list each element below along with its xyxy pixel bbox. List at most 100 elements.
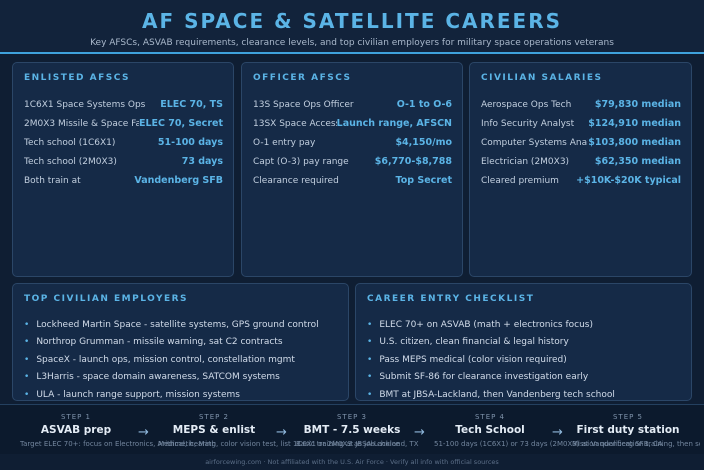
card-title: ENLISTED AFSCS — [24, 73, 130, 83]
info-row: Info Security Analyst $124,910 median — [481, 114, 681, 133]
row-value: +$10K-$20K typical — [576, 175, 681, 186]
bullet-icon: • — [367, 372, 373, 383]
step-detail: 51-100 days (1C6X1) or 73 days (2M0X3) a… — [434, 440, 663, 448]
top-employers-card: TOP CIVILIAN EMPLOYERS • Lockheed Martin … — [12, 283, 349, 401]
row-value: 51-100 days — [157, 137, 223, 148]
row-label: Aerospace Ops Tech — [481, 99, 572, 110]
list-item-text: ULA - launch range support, mission syst… — [36, 389, 240, 400]
info-row: Clearance required Top Secret — [253, 171, 452, 190]
info-row: Tech school (2M0X3) 73 days — [24, 152, 223, 171]
row-label: Electrician (2M0X3) — [481, 156, 570, 167]
step-number: STEP 4 — [474, 413, 506, 421]
row-label: Tech school (2M0X3) — [24, 156, 117, 167]
step-name: First duty station — [576, 424, 680, 436]
info-row: O-1 entry pay $4,150/mo — [253, 133, 452, 152]
bullet-icon: • — [367, 389, 373, 400]
row-value: O-1 to O-6 — [396, 99, 452, 110]
career-checklist-card: CAREER ENTRY CHECKLIST • ELEC 70+ on ASVA… — [355, 283, 692, 401]
row-label: 2M0X3 Missile & Space Fac — [24, 118, 139, 129]
page-footer: airforcewing.com · Not affiliated with t… — [205, 458, 499, 466]
list-item: • Northrop Grumman - missile warning, sat… — [24, 334, 338, 352]
list-item: • L3Harris - space domain awareness, SATC… — [24, 369, 338, 387]
arrow-right-icon: → — [276, 425, 287, 440]
enlisted-afscs-card: ENLISTED AFSCS 1C6X1 Space Systems Ops EL… — [12, 62, 234, 277]
page-title: AF SPACE & SATELLITE CAREERS — [141, 9, 563, 33]
card-title: CIVILIAN SALARIES — [481, 73, 603, 83]
list-item-text: Pass MEPS medical (color vision required… — [379, 354, 567, 365]
card-title: TOP CIVILIAN EMPLOYERS — [24, 294, 189, 304]
row-label: Both train at — [24, 175, 81, 186]
arrow-right-icon: → — [552, 425, 563, 440]
bullet-icon: • — [367, 354, 373, 365]
info-row: 2M0X3 Missile & Space Fac ELEC 70, Secret — [24, 114, 223, 133]
step-number: STEP 3 — [336, 413, 368, 421]
bullet-icon: • — [367, 319, 373, 330]
bullet-icon: • — [24, 372, 30, 383]
list-item: • ULA - launch range support, mission sys… — [24, 386, 338, 404]
row-value: $103,800 median — [588, 137, 681, 148]
step-number: STEP 2 — [198, 413, 230, 421]
info-row: Tech school (1C6X1) 51-100 days — [24, 133, 223, 152]
row-label: Capt (O-3) pay range — [253, 156, 349, 167]
list-item-text: Northrop Grumman - missile warning, sat … — [36, 337, 283, 348]
info-row: Cleared premium +$10K-$20K typical — [481, 171, 681, 190]
civilian-salaries-card: CIVILIAN SALARIES Aerospace Ops Tech $79,… — [469, 62, 692, 277]
row-value: ELEC 70, Secret — [138, 118, 223, 129]
list-item-text: L3Harris - space domain awareness, SATCO… — [36, 372, 280, 383]
info-row: Capt (O-3) pay range $6,770-$8,788 — [253, 152, 452, 171]
row-value: $124,910 median — [588, 118, 681, 129]
step-4: STEP 4 Tech School — [426, 413, 554, 436]
info-row: Aerospace Ops Tech $79,830 median — [481, 95, 681, 114]
bullet-icon: • — [24, 337, 30, 348]
info-row: Computer Systems Anal... $103,800 median — [481, 133, 681, 152]
bullet-icon: • — [24, 319, 30, 330]
step-detail: Basic training at JBSA-Lackland, TX — [296, 440, 419, 448]
row-label: 13S Space Ops Officer — [253, 99, 354, 110]
step-detail: Medical, hearing, color vision test, lis… — [158, 440, 400, 448]
list-item: • ELEC 70+ on ASVAB (math + electronics f… — [367, 316, 681, 334]
step-detail: Mission qualification training, then sol… — [572, 440, 700, 448]
step-2: STEP 2 MEPS & enlist — [150, 413, 278, 436]
bullet-icon: • — [24, 354, 30, 365]
list-item-text: Submit SF-86 for clearance investigation… — [379, 372, 589, 383]
row-value: $79,830 median — [594, 99, 681, 110]
step-number: STEP 5 — [612, 413, 644, 421]
step-name: Tech School — [455, 424, 525, 436]
officer-afscs-card: OFFICER AFSCS 13S Space Ops Officer O-1 t… — [241, 62, 463, 277]
list-item-text: BMT at JBSA-Lackland, then Vandenberg te… — [379, 389, 615, 400]
row-value: $62,350 median — [594, 156, 681, 167]
career-steps-strip: STEP 1 ASVAB prep → STEP 2 MEPS & enlist… — [0, 404, 704, 454]
row-label: Info Security Analyst — [481, 118, 575, 129]
row-label: Tech school (1C6X1) — [24, 137, 116, 148]
row-value: ELEC 70, TS — [160, 99, 223, 110]
list-item-text: U.S. citizen, clean financial & legal hi… — [379, 337, 569, 348]
page-subtitle: Key AFSCs, ASVAB requirements, clearance… — [90, 38, 614, 48]
step-name: BMT - 7.5 weeks — [303, 424, 401, 436]
row-value: Vandenberg SFB — [134, 175, 223, 186]
step-1: STEP 1 ASVAB prep — [12, 413, 140, 436]
row-label: 13SX Space Access — [253, 118, 337, 129]
row-label: 1C6X1 Space Systems Ops — [24, 99, 146, 110]
arrow-right-icon: → — [138, 425, 149, 440]
row-label: O-1 entry pay — [253, 137, 316, 148]
list-item: • Pass MEPS medical (color vision require… — [367, 351, 681, 369]
bullet-icon: • — [24, 389, 30, 400]
row-value: $4,150/mo — [395, 137, 452, 148]
list-item: • SpaceX - launch ops, mission control, c… — [24, 351, 338, 369]
info-row: 13S Space Ops Officer O-1 to O-6 — [253, 95, 452, 114]
row-value: Launch range, AFSCN — [336, 118, 452, 129]
row-value: 73 days — [181, 156, 223, 167]
card-title: CAREER ENTRY CHECKLIST — [367, 294, 535, 304]
step-number: STEP 1 — [60, 413, 92, 421]
list-item: • BMT at JBSA-Lackland, then Vandenberg t… — [367, 386, 681, 404]
list-item: • Lockheed Martin Space - satellite syste… — [24, 316, 338, 334]
row-label: Cleared premium — [481, 175, 559, 186]
row-value: Top Secret — [395, 175, 452, 186]
info-row: 1C6X1 Space Systems Ops ELEC 70, TS — [24, 95, 223, 114]
list-item-text: SpaceX - launch ops, mission control, co… — [36, 354, 295, 365]
step-5: STEP 5 First duty station — [564, 413, 692, 436]
step-name: ASVAB prep — [40, 424, 112, 436]
list-item-text: ELEC 70+ on ASVAB (math + electronics fo… — [379, 319, 593, 330]
page-header: AF SPACE & SATELLITE CAREERS Key AFSCs, … — [0, 0, 704, 54]
step-name: MEPS & enlist — [172, 424, 256, 436]
